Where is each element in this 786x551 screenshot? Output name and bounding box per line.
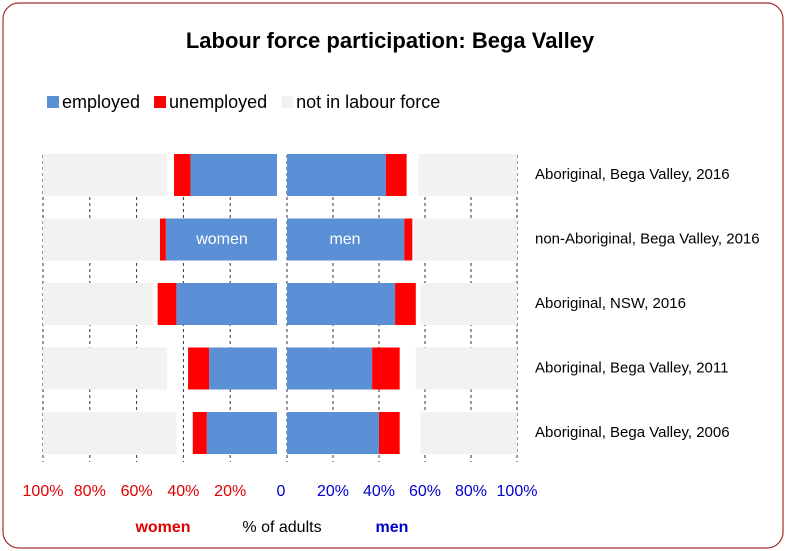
bar [379,412,400,454]
bar [385,154,407,196]
x-tick-label: 40% [363,483,395,500]
legend-swatch [47,96,59,108]
bar [287,154,386,196]
bar [420,283,517,325]
x-axis-label: % of adults [242,519,321,536]
bar [43,154,168,196]
bar [176,283,277,325]
x-tick-label: 80% [455,483,487,500]
x-tick-label: 80% [74,483,106,500]
bar [43,347,168,390]
x-tick-label: 40% [167,483,199,500]
bar [190,154,277,196]
legend-label: unemployed [169,92,267,112]
bar [209,347,277,390]
bar [157,283,177,325]
category-label: Aboriginal, Bega Valley, 2016 [535,166,730,183]
category-label: Aboriginal, NSW, 2016 [535,295,686,312]
legend-label: employed [62,92,140,112]
bar [206,412,277,454]
bar [287,412,379,454]
bar [413,218,517,261]
category-label: non-Aboriginal, Bega Valley, 2016 [535,230,760,247]
x-tick-label: 20% [317,483,349,500]
bar [415,347,517,390]
bar [420,412,517,454]
x-tick-label: 100% [23,483,64,500]
bar [43,283,153,325]
category-label: Aboriginal, Bega Valley, 2006 [535,424,730,441]
bar [404,218,413,261]
bar [43,412,177,454]
x-tick-label: 100% [497,483,538,500]
x-tick-label: 60% [121,483,153,500]
bar [43,218,160,261]
bar [287,347,373,390]
bar [372,347,400,390]
x-tick-label: 60% [409,483,441,500]
chart-title: Labour force participation: Bega Valley [186,28,595,53]
annotation: men [329,231,360,248]
bar [188,347,210,390]
x-tick-label: 0 [277,483,286,500]
category-label: Aboriginal, Bega Valley, 2011 [535,359,728,376]
bar [160,218,166,261]
legend-swatch [154,96,167,108]
bar [174,154,191,196]
bar [418,154,517,196]
x-tick-label: 20% [214,483,246,500]
bar [287,283,396,325]
annotation: women [195,231,248,248]
legend-swatch [281,96,294,108]
x-axis-label: men [376,519,409,536]
bar [287,218,405,261]
bar [192,412,207,454]
bar [395,283,416,325]
x-axis-label: women [134,519,190,536]
legend-label: not in labour force [296,92,440,112]
bar [165,218,277,261]
